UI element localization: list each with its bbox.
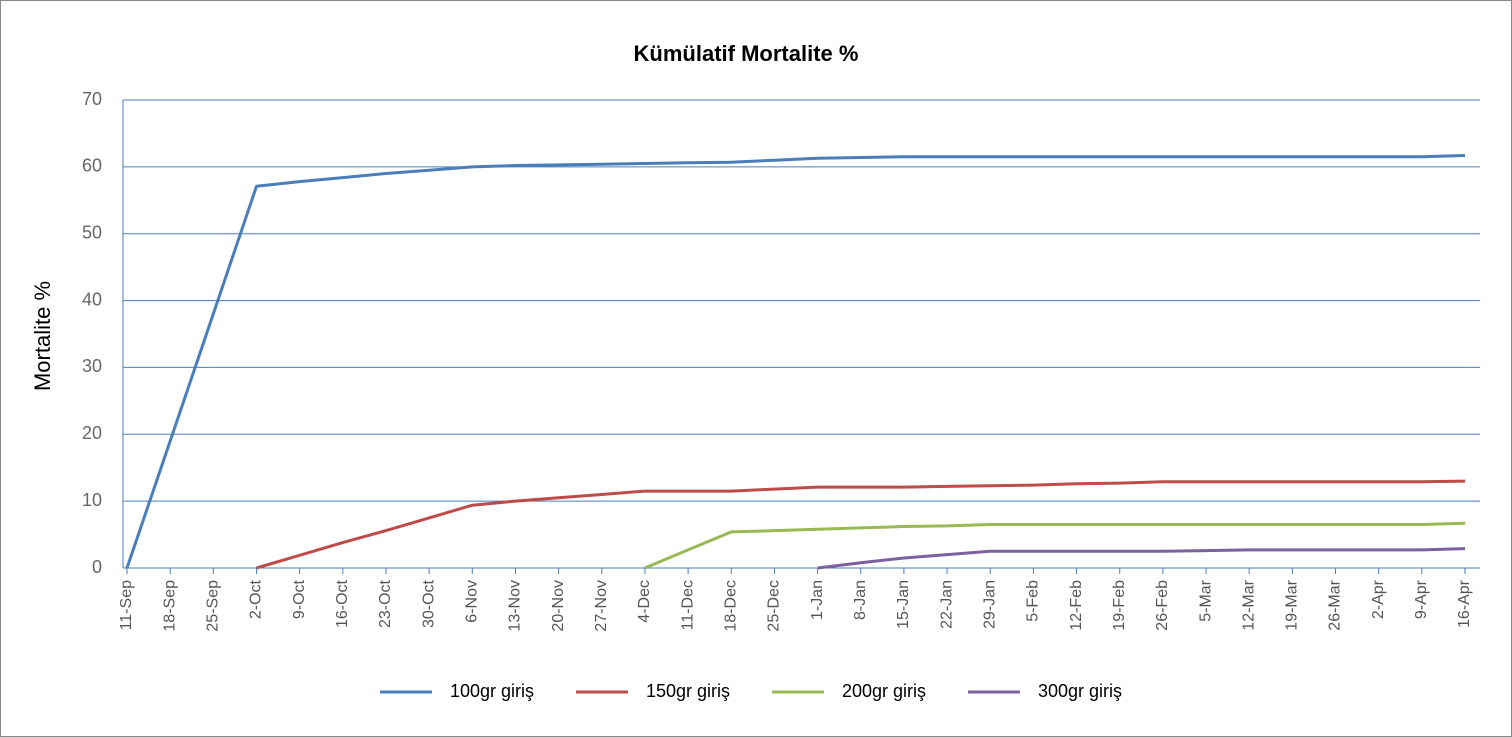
x-tick-label: 16-Apr (1456, 579, 1473, 628)
x-tick-label: 25-Dec (766, 580, 783, 632)
x-tick-label: 27-Nov (593, 580, 610, 632)
y-tick-label: 10 (82, 490, 102, 510)
x-tick-label: 13-Nov (507, 580, 524, 632)
x-tick-label: 11-Dec (679, 580, 696, 630)
series-line (817, 547, 1466, 570)
x-tick-label: 29-Jan (981, 580, 998, 629)
x-tick-label: 18-Sep (161, 580, 178, 632)
x-tick-label: 5-Mar (1197, 579, 1214, 621)
x-tick-label: 30-Oct (420, 579, 437, 628)
y-tick-label: 20 (82, 423, 102, 443)
x-tick-label: 15-Jan (895, 580, 912, 629)
x-tick-label: 12-Mar (1240, 579, 1257, 630)
x-tick-label: 19-Mar (1284, 579, 1301, 630)
legend-label: 200gr giriş (842, 681, 926, 701)
chart-title: Kümülatif Mortalite % (634, 41, 859, 66)
y-tick-label: 60 (82, 156, 102, 176)
x-tick-label: 22-Jan (938, 580, 955, 629)
x-tick-label: 16-Oct (334, 579, 351, 628)
y-tick-label: 70 (82, 89, 102, 109)
x-tick-label: 2-Apr (1370, 579, 1387, 619)
y-tick-label: 30 (82, 356, 102, 376)
x-tick-label: 11-Sep (118, 580, 135, 631)
legend-label: 100gr giriş (450, 681, 534, 701)
series-line (644, 521, 1466, 570)
x-tick-label: 6-Nov (464, 580, 481, 623)
y-tick-label: 40 (82, 289, 102, 309)
x-tick-label: 26-Mar (1327, 579, 1344, 630)
y-axis-label: Mortalite % (30, 281, 55, 391)
x-tick-label: 18-Dec (722, 580, 739, 632)
x-tick-label: 9-Apr (1413, 579, 1430, 619)
x-tick-label: 26-Feb (1154, 580, 1171, 631)
legend-label: 300gr giriş (1038, 681, 1122, 701)
x-tick-label: 2-Oct (248, 579, 265, 619)
legend-label: 150gr giriş (646, 681, 730, 701)
y-tick-label: 0 (92, 557, 102, 577)
x-tick-label: 25-Sep (205, 580, 222, 632)
series-line (256, 479, 1466, 570)
x-tick-label: 20-Nov (550, 580, 567, 632)
x-tick-label: 12-Feb (1068, 580, 1085, 631)
x-tick-label: 5-Feb (1025, 580, 1042, 622)
series-line (125, 154, 1466, 569)
x-tick-label: 23-Oct (377, 579, 394, 628)
x-tick-label: 19-Feb (1111, 580, 1128, 631)
x-tick-label: 4-Dec (636, 580, 653, 623)
x-tick-label: 1-Jan (809, 580, 826, 620)
x-tick-label: 9-Oct (291, 579, 308, 619)
x-tick-label: 8-Jan (852, 580, 869, 620)
y-tick-label: 50 (82, 222, 102, 242)
